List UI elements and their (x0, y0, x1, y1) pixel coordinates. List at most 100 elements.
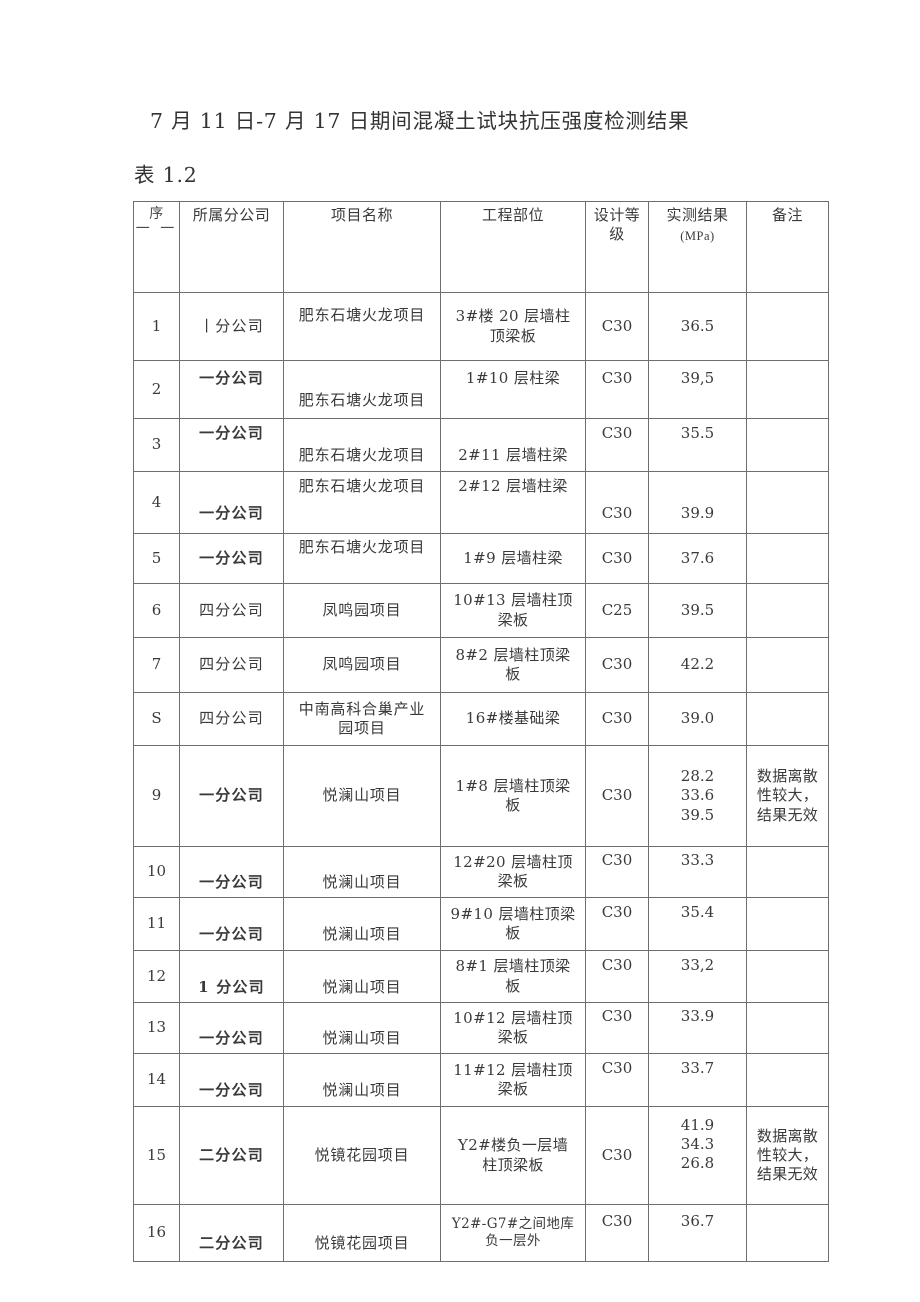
cell-part: 10#13 层墙柱顶 梁板 (440, 583, 586, 638)
cell-part: 1#8 层墙柱顶梁 板 (440, 745, 586, 847)
cell-remark (746, 360, 829, 419)
project-line: 园项目 (338, 719, 386, 737)
report-table-wrapper: 序 一 一 所属分公司 项目名称 工程部位 设计等级 实测结果 (MPa) 备注… (133, 201, 829, 1262)
part-line: 1#8 层墙柱顶梁 (455, 776, 571, 795)
cell-result: 35.5 (648, 418, 747, 472)
cell-company: 四分公司 (179, 583, 284, 638)
cell-result: 42.2 (648, 637, 747, 693)
cell-remark (746, 1204, 829, 1262)
table-row: 5 一分公司 肥东石塘火龙项目 1#9 层墙柱梁 C30 37.6 (133, 533, 829, 584)
cell-grade: C30 (585, 1053, 649, 1107)
cell-index: 11 (133, 897, 180, 951)
cell-grade: C30 (585, 418, 649, 472)
cell-company: 1 分公司 (179, 950, 284, 1003)
cell-project: 凤鸣园项目 (283, 583, 441, 638)
header-grade: 设计等级 (585, 201, 649, 293)
cell-grade: C30 (585, 471, 649, 534)
part-line: 柱顶梁板 (482, 1155, 544, 1174)
result-value: 39.0 (680, 709, 715, 728)
cell-project: 悦澜山项目 (283, 846, 441, 898)
part-line: 梁板 (497, 1028, 529, 1046)
cell-index: 10 (133, 846, 180, 898)
table-row: 9 一分公司 悦澜山项目 1#8 层墙柱顶梁 板 C30 28.2 33.6 3… (133, 745, 829, 847)
remark-line: 性较大， (756, 786, 819, 805)
cell-grade: C30 (585, 637, 649, 693)
cell-project: 悦澜山项目 (283, 745, 441, 847)
cell-index: 5 (133, 533, 180, 584)
cell-grade: C30 (585, 292, 649, 361)
cell-project: 中南高科合巢产业 园项目 (283, 692, 441, 746)
part-line: 10#13 层墙柱顶 (453, 591, 573, 610)
cell-result: 39.0 (648, 692, 747, 746)
cell-project: 悦澜山项目 (283, 897, 441, 951)
result-value: 33.9 (680, 1007, 715, 1026)
cell-part: 8#1 层墙柱顶梁 板 (440, 950, 586, 1003)
cell-result: 39.5 (648, 583, 747, 638)
table-row: 15 二分公司 悦镜花园项目 Y2#楼负一层墙 柱顶梁板 C30 41.9 34… (133, 1106, 829, 1205)
cell-index: 13 (133, 1002, 180, 1054)
remark-line: 性较大， (756, 1145, 819, 1164)
part-line: 板 (505, 796, 521, 814)
cell-remark (746, 897, 829, 951)
part-line: 3#楼 20 层墙柱 (455, 307, 571, 326)
cell-company: 一分公司 (179, 846, 284, 898)
cell-part: 1#9 层墙柱梁 (440, 533, 586, 584)
cell-index: 7 (133, 637, 180, 693)
remark-line: 结果无效 (756, 1165, 819, 1184)
cell-project: 肥东石塘火龙项目 (283, 360, 441, 419)
header-index-line2: 一 一 (135, 220, 178, 237)
cell-remark (746, 471, 829, 534)
table-header-row: 序 一 一 所属分公司 项目名称 工程部位 设计等级 实测结果 (MPa) 备注 (133, 201, 829, 293)
document-title: 7 月 11 日-7 月 17 日期间混凝土试块抗压强度检测结果 (150, 109, 690, 133)
remark-line: 结果无效 (756, 805, 819, 824)
cell-company: 二分公司 (179, 1106, 284, 1205)
cell-result: 39,5 (648, 360, 747, 419)
table-row: 6 四分公司 凤鸣园项目 10#13 层墙柱顶 梁板 C25 39.5 (133, 583, 829, 638)
part-line: 负一层外 (485, 1233, 541, 1249)
part-line: 梁板 (497, 1080, 529, 1098)
cell-remark: 数据离散 性较大， 结果无效 (746, 745, 829, 847)
result-value: 37.6 (680, 548, 715, 567)
part-line: 顶梁板 (489, 326, 537, 345)
result-value: 39,5 (680, 368, 715, 387)
table-row: 13 一分公司 悦澜山项目 10#12 层墙柱顶 梁板 C30 33.9 (133, 1002, 829, 1054)
cell-result: 41.9 34.3 26.8 (648, 1106, 747, 1205)
table-row: 14 一分公司 悦澜山项目 11#12 层墙柱顶 梁板 C30 33.7 (133, 1053, 829, 1107)
result-value: 36.7 (680, 1212, 715, 1231)
cell-part: 16#楼基础梁 (440, 692, 586, 746)
cell-company: 四分公司 (179, 692, 284, 746)
cell-index: 15 (133, 1106, 180, 1205)
part-line: 板 (505, 976, 521, 995)
cell-project: 悦澜山项目 (283, 1053, 441, 1107)
table-row: 16 二分公司 悦镜花园项目 Y2#-G7#之间地库 负一层外 C30 36.7 (133, 1204, 829, 1262)
cell-grade: C30 (585, 745, 649, 847)
header-part: 工程部位 (440, 201, 586, 293)
cell-result: 33,2 (648, 950, 747, 1003)
header-result-label: 实测结果 (666, 206, 729, 224)
cell-grade: C30 (585, 1106, 649, 1205)
header-result: 实测结果 (MPa) (648, 201, 747, 293)
header-project: 项目名称 (283, 201, 441, 293)
cell-project: 悦镜花园项目 (283, 1204, 441, 1262)
cell-index: 1 (133, 292, 180, 361)
cell-grade: C30 (585, 846, 649, 898)
cell-index: 2 (133, 360, 180, 419)
cell-company: 二分公司 (179, 1204, 284, 1262)
cell-company: 一分公司 (179, 360, 284, 419)
cell-result: 33.9 (648, 1002, 747, 1054)
table-row: 7 四分公司 凤鸣园项目 8#2 层墙柱顶梁 板 C30 42.2 (133, 637, 829, 693)
cell-grade: C30 (585, 360, 649, 419)
result-value: 35.5 (680, 424, 715, 443)
result-value: 26.8 (680, 1154, 715, 1173)
part-line: 10#12 层墙柱顶 (453, 1008, 573, 1027)
table-row: 4 一分公司 肥东石塘火龙项目 2#12 层墙柱梁 C30 39.9 (133, 471, 829, 534)
part-line: 梁板 (497, 872, 529, 890)
cell-part: 1#10 层柱梁 (440, 360, 586, 419)
cell-remark (746, 1053, 829, 1107)
cell-project: 悦澜山项目 (283, 1002, 441, 1054)
remark-line: 数据离散 (756, 767, 819, 786)
result-value: 33.7 (680, 1059, 715, 1078)
table-row: 11 一分公司 悦澜山项目 9#10 层墙柱顶梁 板 C30 35.4 (133, 897, 829, 951)
part-line: 梁板 (497, 610, 529, 629)
